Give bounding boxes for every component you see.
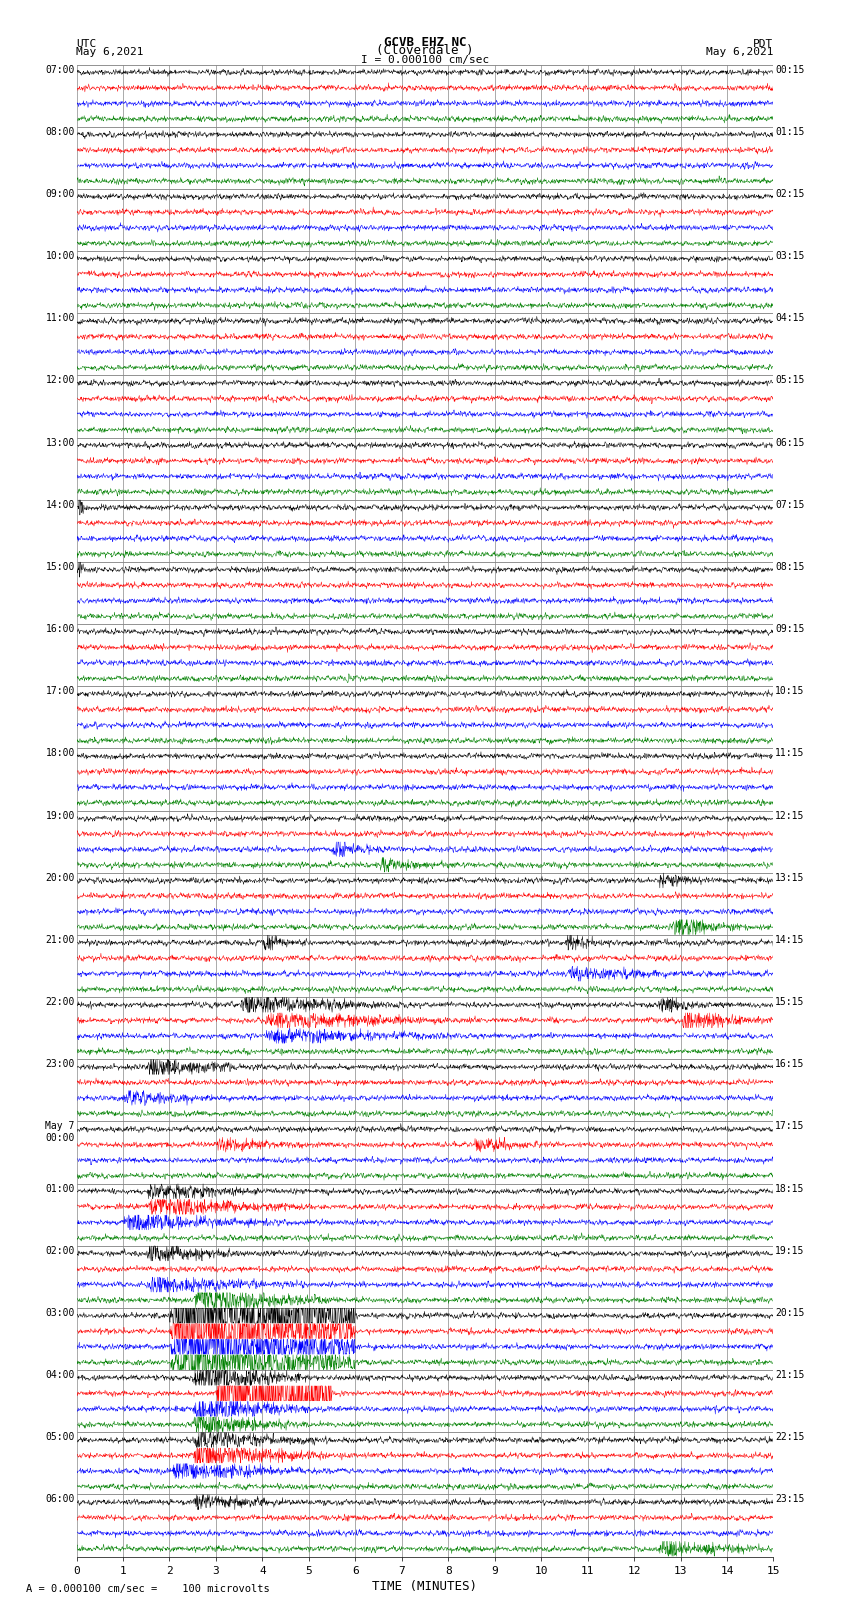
Text: 04:00: 04:00	[45, 1369, 75, 1381]
Text: 09:00: 09:00	[45, 189, 75, 198]
Text: 20:00: 20:00	[45, 873, 75, 882]
Text: 07:15: 07:15	[775, 500, 805, 510]
Text: A = 0.000100 cm/sec =    100 microvolts: A = 0.000100 cm/sec = 100 microvolts	[26, 1584, 269, 1594]
Text: May 7
00:00: May 7 00:00	[45, 1121, 75, 1144]
Text: 11:00: 11:00	[45, 313, 75, 323]
Text: 21:00: 21:00	[45, 936, 75, 945]
Text: May 6,2021: May 6,2021	[76, 47, 144, 58]
Text: 06:00: 06:00	[45, 1494, 75, 1505]
Text: 23:00: 23:00	[45, 1060, 75, 1069]
Text: (Cloverdale ): (Cloverdale )	[377, 44, 473, 58]
Text: 10:00: 10:00	[45, 252, 75, 261]
Text: 05:00: 05:00	[45, 1432, 75, 1442]
Text: 06:15: 06:15	[775, 437, 805, 447]
Text: 01:00: 01:00	[45, 1184, 75, 1194]
Text: 05:15: 05:15	[775, 376, 805, 386]
Text: 18:15: 18:15	[775, 1184, 805, 1194]
Text: 16:15: 16:15	[775, 1060, 805, 1069]
Text: I = 0.000100 cm/sec: I = 0.000100 cm/sec	[361, 55, 489, 65]
Text: 07:00: 07:00	[45, 65, 75, 74]
Text: 15:00: 15:00	[45, 561, 75, 573]
Text: 23:15: 23:15	[775, 1494, 805, 1505]
Text: 01:15: 01:15	[775, 127, 805, 137]
Text: 22:00: 22:00	[45, 997, 75, 1007]
Text: 22:15: 22:15	[775, 1432, 805, 1442]
Text: 13:00: 13:00	[45, 437, 75, 447]
Text: 12:15: 12:15	[775, 810, 805, 821]
Text: 12:00: 12:00	[45, 376, 75, 386]
Text: 20:15: 20:15	[775, 1308, 805, 1318]
Text: 21:15: 21:15	[775, 1369, 805, 1381]
Text: 19:00: 19:00	[45, 810, 75, 821]
Text: 00:15: 00:15	[775, 65, 805, 74]
Text: 03:00: 03:00	[45, 1308, 75, 1318]
Text: 08:00: 08:00	[45, 127, 75, 137]
Text: 08:15: 08:15	[775, 561, 805, 573]
Text: 14:00: 14:00	[45, 500, 75, 510]
Text: 17:15: 17:15	[775, 1121, 805, 1131]
Text: 19:15: 19:15	[775, 1245, 805, 1255]
Text: 09:15: 09:15	[775, 624, 805, 634]
X-axis label: TIME (MINUTES): TIME (MINUTES)	[372, 1579, 478, 1592]
Text: GCVB EHZ NC: GCVB EHZ NC	[383, 35, 467, 50]
Text: 11:15: 11:15	[775, 748, 805, 758]
Text: 04:15: 04:15	[775, 313, 805, 323]
Text: 13:15: 13:15	[775, 873, 805, 882]
Text: 16:00: 16:00	[45, 624, 75, 634]
Text: 17:00: 17:00	[45, 686, 75, 697]
Text: PDT: PDT	[753, 39, 774, 50]
Text: 14:15: 14:15	[775, 936, 805, 945]
Text: 02:00: 02:00	[45, 1245, 75, 1255]
Text: UTC: UTC	[76, 39, 97, 50]
Text: 03:15: 03:15	[775, 252, 805, 261]
Text: May 6,2021: May 6,2021	[706, 47, 774, 58]
Text: 10:15: 10:15	[775, 686, 805, 697]
Text: 15:15: 15:15	[775, 997, 805, 1007]
Text: 18:00: 18:00	[45, 748, 75, 758]
Text: 02:15: 02:15	[775, 189, 805, 198]
